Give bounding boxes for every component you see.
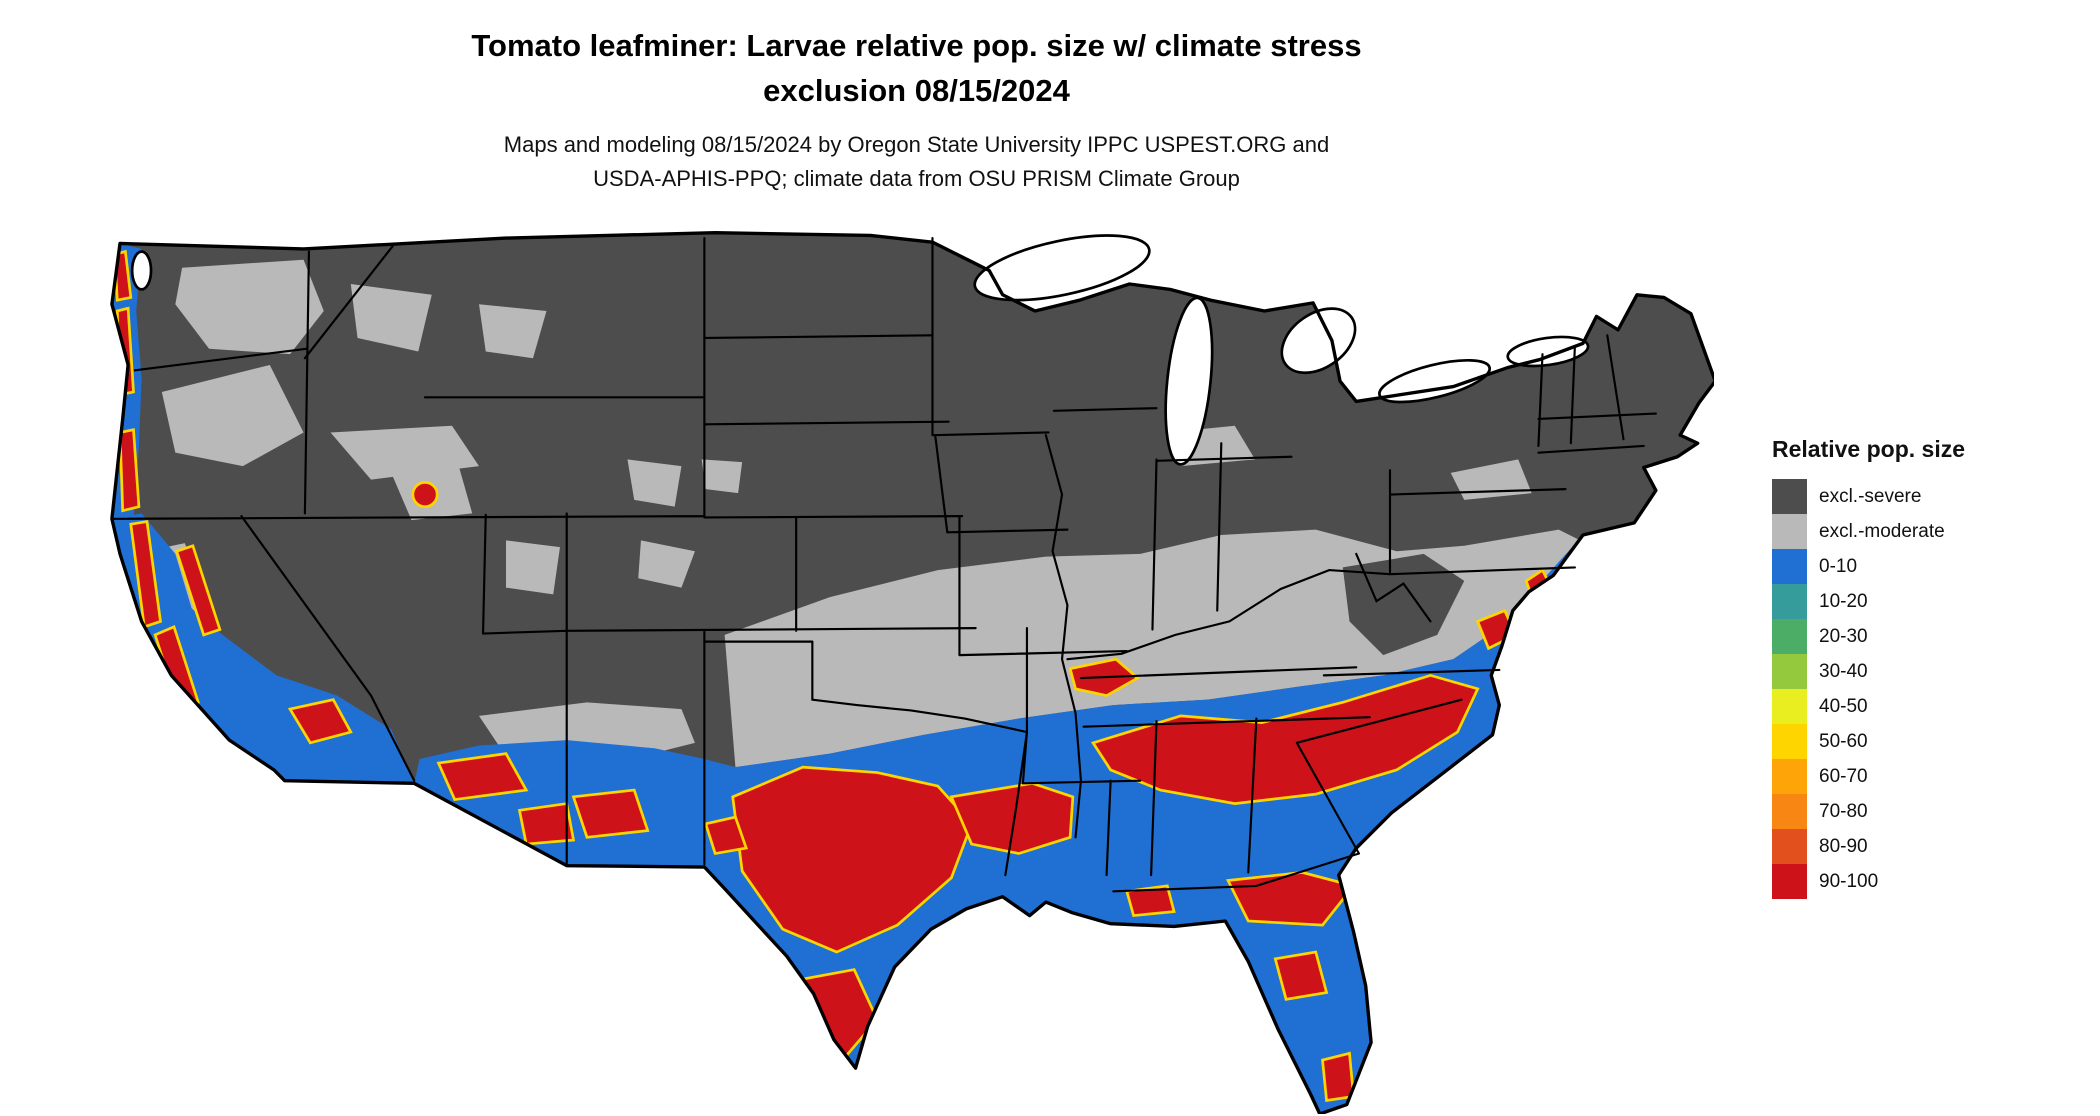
lake-ontario <box>1506 335 1590 368</box>
lake-erie <box>1378 358 1492 404</box>
legend-swatch <box>1772 549 1807 584</box>
legend-item-0-10: 0-10 <box>1772 549 2092 584</box>
legend-swatch <box>1772 584 1807 619</box>
legend-label: 40-50 <box>1819 695 1868 717</box>
legend-label: 10-20 <box>1819 590 1868 612</box>
legend-swatch <box>1772 689 1807 724</box>
legend-item-60-70: 60-70 <box>1772 759 2092 794</box>
figure-subtitle-line1: Maps and modeling 08/15/2024 by Oregon S… <box>503 131 1330 157</box>
legend-label: excl.-severe <box>1819 485 1922 507</box>
legend-item-excl-moderate: excl.-moderate <box>1772 514 2092 549</box>
legend-swatch <box>1772 654 1807 689</box>
legend-label: excl.-moderate <box>1819 520 1945 542</box>
legend-label: 20-30 <box>1819 625 1868 647</box>
legend-item-80-90: 80-90 <box>1772 829 2092 864</box>
legend-item-10-20: 10-20 <box>1772 584 2092 619</box>
great-lakes <box>130 234 1590 466</box>
legend-item-excl-severe: excl.-severe <box>1772 479 2092 514</box>
legend-swatch <box>1772 514 1807 549</box>
legend-swatch <box>1772 794 1807 829</box>
legend-label: 60-70 <box>1819 765 1868 787</box>
legend-swatch <box>1772 724 1807 759</box>
legend-item-70-80: 70-80 <box>1772 794 2092 829</box>
legend-swatch <box>1772 864 1807 899</box>
puget-sound <box>130 250 153 291</box>
legend-swatch <box>1772 759 1807 794</box>
legend-item-20-30: 20-30 <box>1772 619 2092 654</box>
legend-label: 0-10 <box>1819 555 1858 577</box>
legend-title: Relative pop. size <box>1772 436 1966 462</box>
legend-swatch <box>1772 829 1807 864</box>
legend-swatch <box>1772 479 1807 514</box>
legend-items: excl.-severe excl.-moderate 0-10 10-20 2… <box>1772 479 2092 899</box>
legend-label: 70-80 <box>1819 800 1868 822</box>
state-borders <box>110 237 1657 893</box>
map-region-excl-severe-appalachia <box>1342 553 1465 656</box>
figure-title-line1: Tomato leafminer: Larvae relative pop. s… <box>471 28 1362 63</box>
legend-item-50-60: 50-60 <box>1772 724 2092 759</box>
legend-label: 50-60 <box>1819 730 1868 752</box>
legend-label: 80-90 <box>1819 835 1868 857</box>
figure-subtitle-line2: USDA-APHIS-PPQ; climate data from OSU PR… <box>593 165 1240 191</box>
legend-swatch <box>1772 619 1807 654</box>
legend-label: 30-40 <box>1819 660 1868 682</box>
legend-item-30-40: 30-40 <box>1772 654 2092 689</box>
map-legend: Relative pop. size excl.-severe excl.-mo… <box>1772 436 2092 899</box>
map-area <box>101 230 1714 1114</box>
figure-subtitle: Maps and modeling 08/15/2024 by Oregon S… <box>0 128 1833 196</box>
us-map <box>110 231 1714 1114</box>
legend-item-90-100: 90-100 <box>1772 864 2092 899</box>
legend-item-40-50: 40-50 <box>1772 689 2092 724</box>
lake-superior <box>973 234 1151 302</box>
figure-title-line2: exclusion 08/15/2024 <box>763 72 1070 108</box>
legend-label: 90-100 <box>1819 870 1879 892</box>
figure-header: Tomato leafminer: Larvae relative pop. s… <box>0 24 1833 196</box>
